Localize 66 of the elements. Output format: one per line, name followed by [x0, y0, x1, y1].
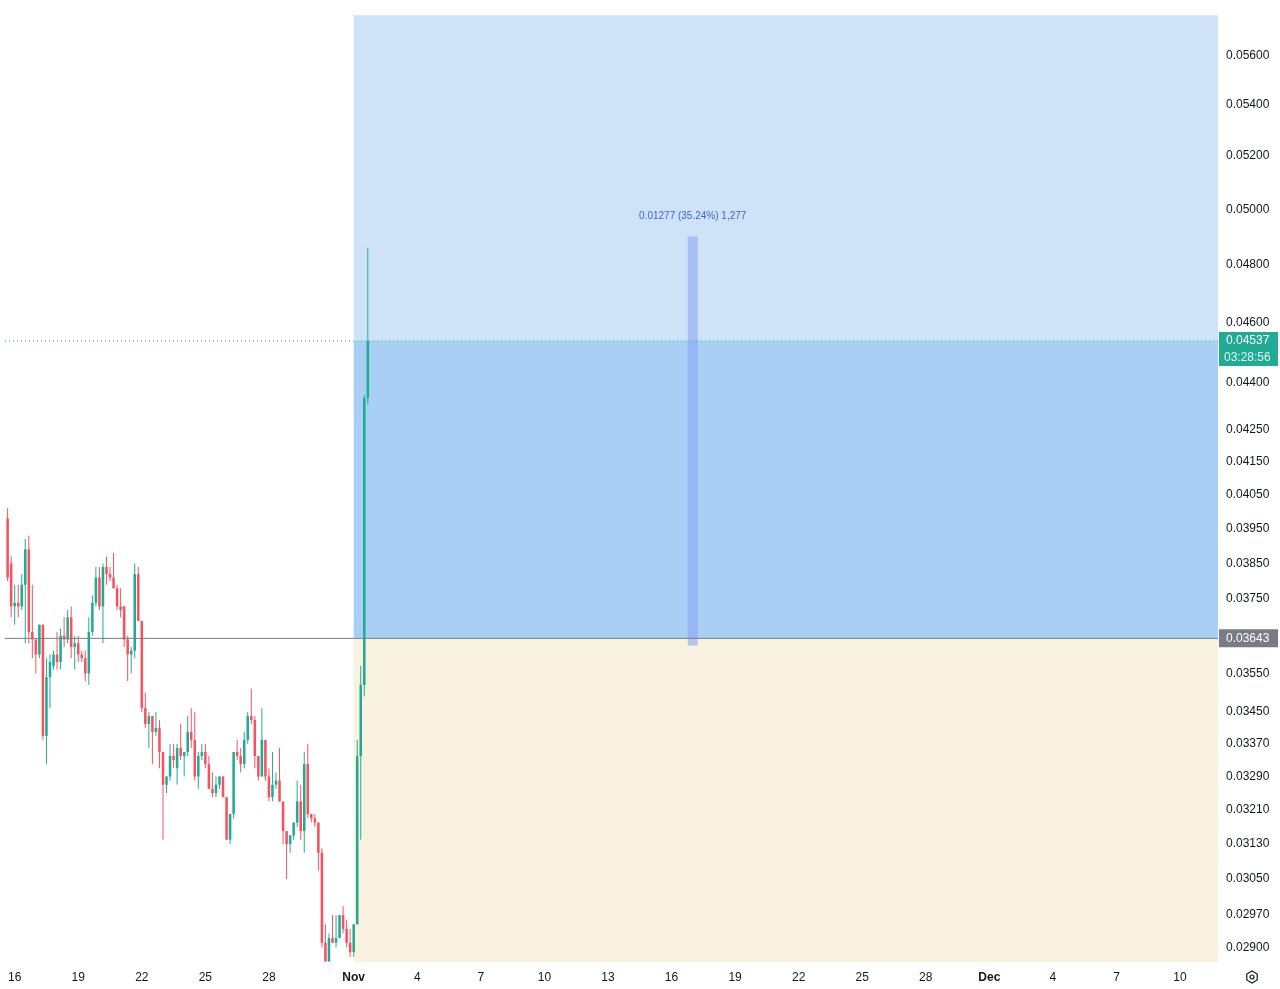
x-tick-label: 28	[262, 969, 276, 984]
y-tick-label: 0.04800	[1226, 256, 1270, 271]
candlestick	[278, 747, 281, 802]
y-tick-label: 0.05600	[1226, 48, 1270, 63]
text: 03:28:56	[1224, 350, 1272, 365]
x-tick-label: 22	[135, 969, 149, 984]
x-tick-label: 10	[537, 969, 552, 984]
y-tick-label: 0.04050	[1226, 487, 1270, 502]
x-tick-label: Nov	[342, 969, 366, 984]
y-tick-label: 0.03290	[1226, 768, 1270, 783]
x-tick-label: 28	[919, 969, 933, 984]
x-tick-label: 16	[664, 969, 679, 984]
x-tick-label: 4	[1049, 969, 1057, 984]
candlestick	[105, 555, 108, 586]
candlestick	[73, 635, 76, 671]
y-tick-label: 0.04400	[1226, 374, 1270, 389]
y-tick-label: 0.03750	[1226, 591, 1270, 606]
candlestick	[20, 573, 24, 611]
x-tick-label: 22	[791, 969, 806, 984]
ref-line-label: 0.03643	[1226, 630, 1270, 645]
y-tick-label: 0.05200	[1226, 148, 1270, 163]
candlestick	[172, 743, 175, 769]
y-tick-label: 0.03210	[1226, 802, 1270, 817]
y-tick-label: 0.03850	[1226, 555, 1270, 570]
candlestick	[331, 914, 334, 944]
candlestick	[271, 751, 274, 802]
x-tick-label: 4	[413, 969, 421, 984]
y-tick-label: 0.05000	[1226, 201, 1270, 216]
candlestick	[144, 692, 147, 729]
x-tick-label: 19	[728, 969, 743, 984]
y-tick-label: 0.03550	[1226, 665, 1270, 680]
y-tick-label: 0.04250	[1226, 421, 1270, 436]
y-tick-label: 0.02970	[1226, 907, 1270, 922]
candlestick	[257, 755, 260, 782]
x-tick-label: 13	[601, 969, 615, 984]
candlestick	[84, 650, 87, 682]
candlestick	[126, 635, 129, 682]
candlestick	[13, 584, 16, 626]
y-tick-label: 0.04600	[1226, 314, 1270, 329]
y-tick-label: 0.04150	[1226, 454, 1270, 469]
x-tick-label: 7	[1113, 969, 1121, 984]
candlestick	[151, 715, 154, 765]
candlestick	[211, 771, 214, 798]
x-tick-label: 25	[198, 969, 213, 984]
y-tick-label: 0.03370	[1226, 736, 1270, 751]
y-tick-label: 0.03450	[1226, 704, 1270, 719]
x-tick-label: 25	[855, 969, 870, 984]
candlestick	[31, 584, 34, 659]
y-tick-label: 0.05400	[1226, 97, 1270, 112]
candlestick	[179, 723, 182, 761]
x-tick-label: 7	[477, 969, 485, 984]
candlestick	[204, 743, 207, 769]
candlestick	[76, 635, 80, 663]
y-tick-label: 0.03130	[1226, 836, 1270, 851]
candlestick	[285, 830, 288, 880]
candlestick	[66, 609, 69, 644]
x-tick-label: 16	[7, 969, 22, 984]
x-tick-label: 10	[1173, 969, 1188, 984]
annotation: 0.01277 (35.24%) 1,277	[639, 210, 747, 222]
y-tick-label: 0.02900	[1226, 939, 1270, 954]
x-tick-label: Dec	[978, 969, 1001, 984]
x-tick-label: 19	[71, 969, 86, 984]
y-tick-label: 0.03050	[1226, 871, 1270, 886]
y-tick-label: 0.03950	[1226, 521, 1270, 536]
candlestick	[186, 715, 189, 757]
ref-line-label: 0.04537	[1226, 333, 1270, 348]
